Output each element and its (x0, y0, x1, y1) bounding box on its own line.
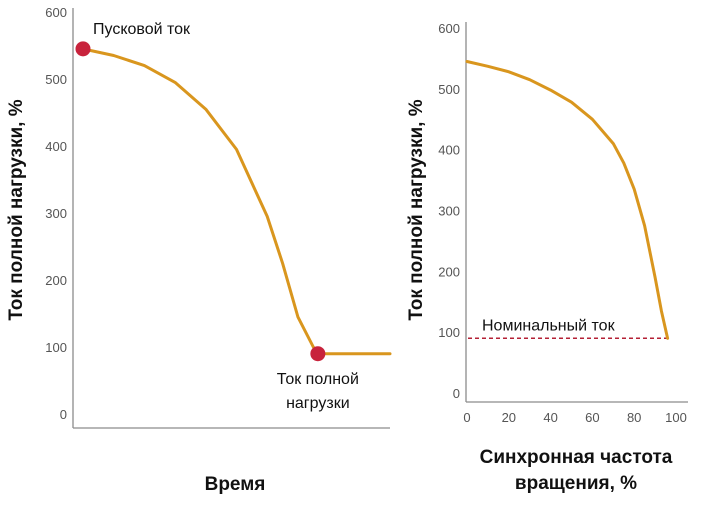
chart2-y-tick-label: 500 (438, 82, 460, 97)
chart1-y-tick-label: 200 (45, 273, 67, 288)
chart1-markers (75, 41, 326, 362)
chart-current-vs-speed: 0 100 200 300 400 500 600 0 20 40 60 80 100 Номинал… (406, 21, 688, 494)
chart1-annotation-full-load-line1: Ток полной (277, 371, 359, 388)
chart1-x-axis-label: Время (205, 474, 266, 495)
chart1-series-line (81, 47, 392, 356)
chart1-y-axis-label: Ток полной нагрузки, % (6, 99, 27, 320)
chart2-x-tick-label: 40 (543, 410, 557, 425)
chart2-x-axis-label-line2: вращения, % (515, 473, 637, 494)
chart2-x-tick-label: 0 (463, 410, 470, 425)
chart2-y-axis-label: Ток полной нагрузки, % (406, 99, 427, 320)
chart2-y-ticks: 0 100 200 300 400 500 600 (438, 21, 460, 401)
chart1-marker-full-load (310, 346, 326, 362)
chart2-x-tick-label: 80 (627, 410, 641, 425)
chart-current-vs-time: 0 100 200 300 400 500 600 Пусковой ток Ток пол… (6, 5, 392, 495)
chart1-y-tick-label: 600 (45, 5, 67, 20)
chart2-y-tick-label: 100 (438, 325, 460, 340)
chart1-y-tick-label: 500 (45, 72, 67, 87)
chart1-y-ticks: 0 100 200 300 400 500 600 (45, 5, 67, 422)
chart2-rated-current-label: Номинальный ток (482, 317, 616, 334)
chart2-x-tick-label: 20 (502, 410, 516, 425)
chart2-y-tick-label: 300 (438, 204, 460, 219)
chart1-annotation-full-load-line2: нагрузки (286, 395, 350, 412)
chart1-y-tick-label: 300 (45, 206, 67, 221)
chart2-y-tick-label: 0 (453, 386, 460, 401)
chart1-y-tick-label: 100 (45, 340, 67, 355)
chart1-y-tick-label: 400 (45, 139, 67, 154)
chart2-x-tick-label: 100 (665, 410, 687, 425)
chart2-x-axis-label-line1: Синхронная частота (480, 447, 673, 468)
chart2-x-ticks: 0 20 40 60 80 100 (463, 410, 686, 425)
chart1-y-tick-label: 0 (60, 407, 67, 422)
chart2-series-line (465, 60, 670, 340)
chart1-annotation-start: Пусковой ток (93, 21, 191, 38)
chart2-y-tick-label: 600 (438, 21, 460, 36)
chart1-marker-start (75, 41, 91, 57)
chart2-y-tick-label: 400 (438, 143, 460, 158)
chart2-y-tick-label: 200 (438, 264, 460, 279)
chart2-x-tick-label: 60 (585, 410, 599, 425)
